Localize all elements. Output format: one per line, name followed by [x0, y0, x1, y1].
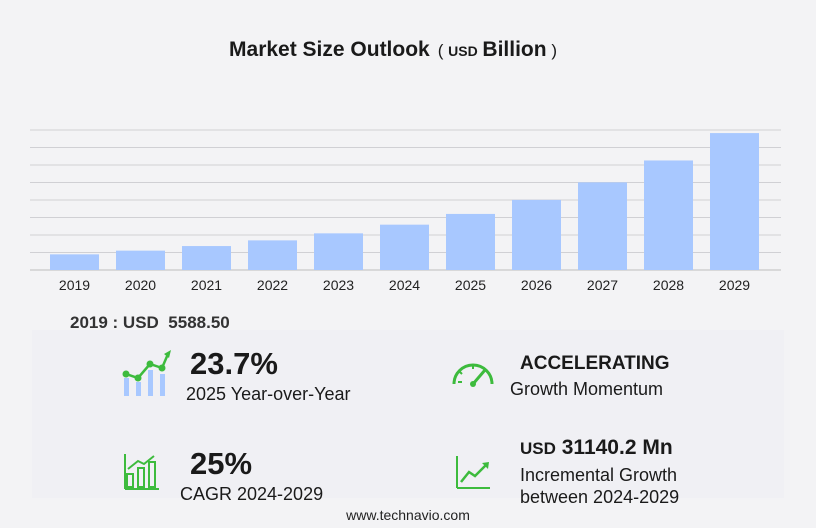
bar-2019 [50, 254, 99, 270]
x-tick-label-2020: 2020 [125, 277, 156, 293]
incremental-label-2: between 2024-2029 [520, 487, 680, 507]
momentum-label: Growth Momentum [510, 379, 664, 399]
momentum-value: ACCELERATING [520, 353, 670, 374]
incremental-value: USD 31140.2 Mn [520, 436, 673, 460]
bar-2024 [380, 224, 429, 270]
yoy-label: 2025 Year-over-Year [186, 384, 351, 404]
chart-x-labels: 2019 2020 2021 2022 2023 2024 2025 2026 2027 2028… [59, 277, 750, 293]
bar-trend-icon [122, 350, 171, 396]
cagr-label: CAGR 2024-2029 [180, 484, 324, 504]
bar-2020 [116, 250, 165, 270]
yoy-value: 23.7% [190, 346, 278, 381]
x-tick-label-2023: 2023 [323, 277, 354, 293]
base-year-label: 2019 : USD [70, 313, 159, 332]
bar-2028 [644, 160, 693, 270]
x-tick-label-2022: 2022 [257, 277, 288, 293]
unit-prefix: USD [448, 43, 478, 59]
x-tick-label-2024: 2024 [389, 277, 420, 293]
x-tick-label-2026: 2026 [521, 277, 552, 293]
x-tick-label-2021: 2021 [191, 277, 222, 293]
unit-paren: ( USD Billion ) [437, 38, 557, 61]
chart-title-text: Market Size Outlook [229, 38, 430, 61]
bar-2025 [446, 213, 495, 270]
unit-label: Billion [482, 38, 547, 61]
bar-2027 [578, 182, 627, 270]
bar-chart: 2019 2020 2021 2022 2023 2024 2025 2026 2027 2028… [30, 129, 781, 293]
incremental-label-1: Incremental Growth [520, 465, 678, 485]
x-tick-label-2019: 2019 [59, 277, 90, 293]
base-year-value: 2019 : USD 5588.50 [70, 313, 230, 333]
x-tick-label-2027: 2027 [587, 277, 618, 293]
bar-growth-icon [124, 454, 159, 490]
bar-2022 [248, 240, 297, 270]
x-tick-label-2028: 2028 [653, 277, 684, 293]
footer-url: www.technavio.com [346, 507, 470, 523]
bar-2026 [512, 199, 561, 270]
cagr-value: 25% [190, 446, 253, 481]
chart-bars [50, 133, 759, 270]
bar-2023 [314, 233, 363, 270]
speedometer-icon [452, 363, 494, 387]
chart-title: Market Size Outlook ( USD Billion ) [0, 38, 786, 62]
x-tick-label-2029: 2029 [719, 277, 750, 293]
line-growth-icon [456, 456, 490, 489]
bar-2029 [710, 133, 759, 270]
incremental-currency: USD [520, 439, 556, 458]
stats-panel [32, 330, 784, 498]
incremental-amount: 31140.2 Mn [561, 436, 673, 459]
base-year-number: 5588.50 [168, 313, 230, 332]
bar-2021 [182, 246, 231, 270]
x-tick-label-2025: 2025 [455, 277, 486, 293]
